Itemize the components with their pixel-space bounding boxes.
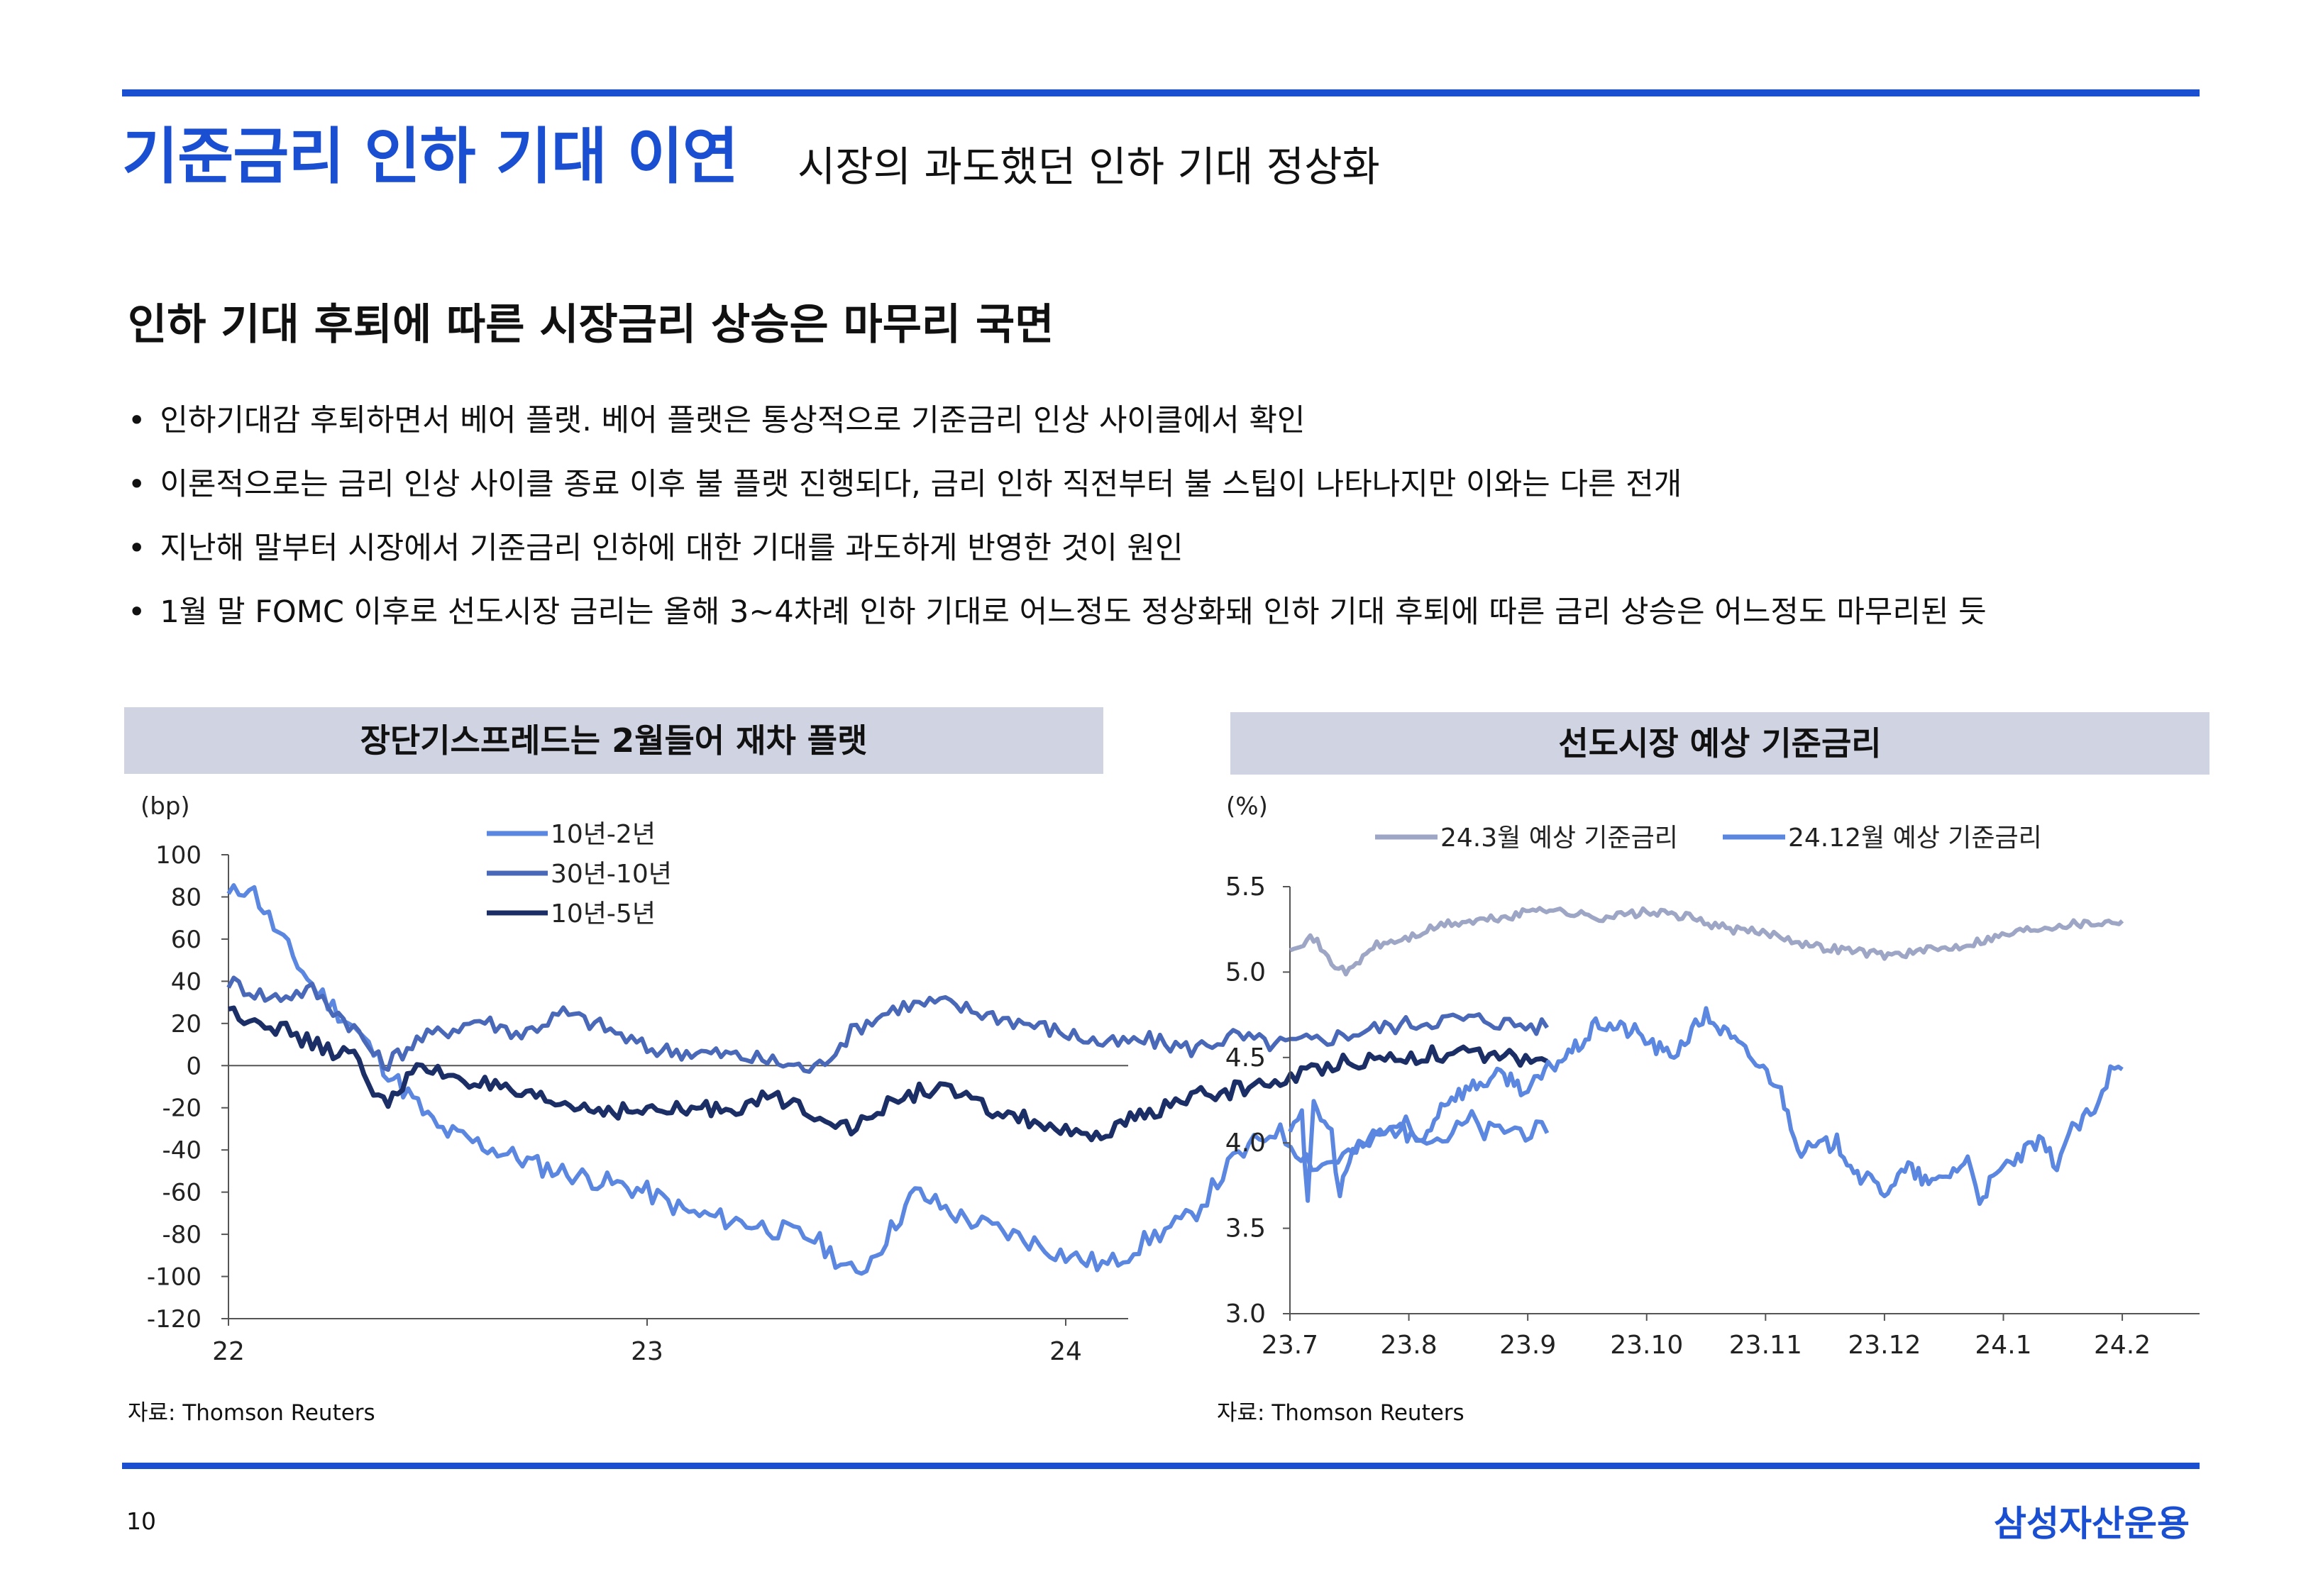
spread-chart: 100 80 60 40 20 0 -20 -40 -60 -80 -100 -120 22 23 24 (b…	[140, 792, 1550, 1366]
y-axis-unit: (bp)	[140, 792, 190, 821]
y-tick-label: 40	[171, 968, 202, 996]
y-tick-label: 5.5	[1225, 872, 1266, 902]
series-line	[1289, 906, 2124, 977]
x-tick-label: 24	[1049, 1337, 1082, 1366]
y-tick-label: 60	[171, 926, 202, 954]
y-tick-label: -60	[162, 1179, 202, 1207]
bullet-item: 인하기대감 후퇴하면서 베어 플랫. 베어 플랫은 통상적으로 기준금리 인상 …	[128, 389, 1987, 453]
y-tick-label: -20	[162, 1095, 202, 1123]
brand-logo: 삼성자산운용	[1994, 1503, 2190, 1544]
x-tick-label: 22	[212, 1337, 245, 1366]
x-tick-label: 24.2	[2094, 1331, 2151, 1360]
series-line	[228, 1005, 1549, 1143]
x-tick-label: 23.10	[1610, 1331, 1683, 1360]
y-tick-label: -40	[162, 1136, 202, 1165]
page-number: 10	[126, 1507, 156, 1535]
x-tick-label: 24.1	[1975, 1331, 2031, 1360]
forward-rate-chart-source: 자료: Thomson Reuters	[1217, 1400, 1464, 1426]
y-tick-label: 3.0	[1225, 1299, 1266, 1329]
series-line	[1288, 1006, 2124, 1207]
bullet-item: 1월 말 FOMC 이후로 선도시장 금리는 올해 3~4차례 인하 기대로 어…	[128, 580, 1986, 644]
y-tick-label: 0	[186, 1052, 202, 1080]
y-tick-label: 4.5	[1225, 1043, 1266, 1073]
x-tick-label: 23.11	[1729, 1331, 1802, 1360]
y-tick-label: 80	[171, 883, 202, 911]
spread-chart-title: 장단기스프레드는 2월들어 재차 플랫	[124, 707, 1103, 774]
x-tick-label: 23.7	[1262, 1331, 1318, 1360]
x-tick-label: 23.8	[1381, 1331, 1438, 1360]
legend-label: 30년-10년	[551, 860, 672, 889]
y-tick-label: 20	[171, 1010, 202, 1038]
y-tick-label: 5.0	[1225, 958, 1266, 987]
y-tick-label: -80	[162, 1221, 202, 1249]
y-tick-label: 3.5	[1225, 1214, 1266, 1243]
section-headline: 인하 기대 후퇴에 따른 시장금리 상승은 마무리 국면	[128, 300, 1054, 350]
y-tick-label: -120	[147, 1305, 202, 1334]
page-subtitle: 시장의 과도했던 인하 기대 정상화	[798, 143, 1380, 191]
bullet-item: 이론적으로는 금리 인상 사이클 종료 이후 불 플랫 진행되다, 금리 인하 …	[128, 453, 1987, 516]
spread-chart-source: 자료: Thomson Reuters	[128, 1400, 375, 1426]
x-tick-label: 23.12	[1848, 1331, 1921, 1360]
legend-label: 10년-2년	[551, 820, 656, 849]
bottom-rule	[122, 1463, 2200, 1469]
legend-label: 24.12월 예상 기준금리	[1788, 824, 2042, 853]
x-tick-label: 23.9	[1499, 1331, 1556, 1360]
top-rule	[122, 89, 2200, 96]
y-tick-label: -100	[147, 1263, 202, 1292]
y-tick-label: 100	[155, 841, 202, 870]
page-title: 기준금리 인하 기대 이연	[122, 121, 739, 192]
legend-label: 24.3월 예상 기준금리	[1440, 824, 1678, 853]
y-axis-unit: (%)	[1226, 792, 1268, 821]
y-tick-label: 4.0	[1225, 1129, 1266, 1158]
x-tick-label: 23	[631, 1337, 663, 1366]
series-line	[226, 883, 1550, 1276]
forward-rate-chart: 5.5 5.0 4.5 4.0 3.5 3.023.7 23.8 23.9 23.10 23.11…	[1225, 792, 2200, 1360]
series-line	[226, 975, 1550, 1074]
forward-rate-chart-title: 선도시장 예상 기준금리	[1230, 712, 2210, 775]
bullet-list: 인하기대감 후퇴하면서 베어 플랫. 베어 플랫은 통상적으로 기준금리 인상 …	[128, 389, 1987, 644]
legend-label: 10년-5년	[551, 899, 656, 929]
bullet-item: 지난해 말부터 시장에서 기준금리 인하에 대한 기대를 과도하게 반영한 것이…	[128, 516, 1987, 580]
